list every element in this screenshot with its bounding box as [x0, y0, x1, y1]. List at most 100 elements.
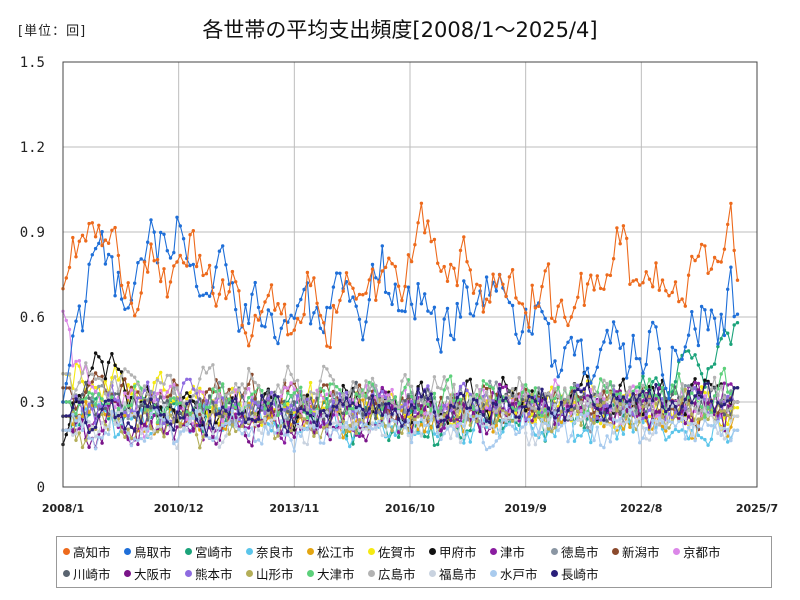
data-point: [234, 415, 238, 420]
data-point: [370, 427, 375, 431]
data-point: [247, 396, 251, 400]
data-point: [191, 427, 195, 431]
data-point: [357, 394, 362, 399]
data-point: [419, 201, 424, 205]
data-point: [305, 442, 310, 447]
data-point: [449, 374, 453, 378]
data-point: [481, 310, 485, 314]
data-point: [494, 402, 498, 407]
data-point: [553, 319, 557, 324]
data-point: [256, 438, 261, 442]
data-point: [338, 425, 342, 430]
data-point: [592, 403, 596, 407]
data-point: [504, 294, 508, 299]
data-point: [396, 417, 401, 421]
data-point: [211, 410, 215, 414]
data-point: [589, 394, 593, 399]
data-point: [237, 412, 241, 416]
data-point: [550, 385, 554, 389]
data-point: [328, 437, 332, 442]
data-point: [331, 303, 336, 308]
data-point: [185, 417, 189, 421]
data-point: [364, 439, 368, 443]
data-point: [602, 424, 606, 429]
data-point: [726, 331, 730, 335]
data-point: [471, 428, 476, 432]
data-point: [247, 403, 251, 408]
data-point: [322, 389, 326, 393]
data-point: [546, 427, 551, 431]
data-point: [605, 408, 609, 412]
data-point: [693, 438, 697, 443]
data-point: [595, 425, 599, 429]
series-鳥取市: [61, 215, 740, 404]
data-point: [559, 400, 564, 405]
data-point: [191, 262, 195, 267]
data-point: [302, 426, 306, 431]
data-point: [667, 407, 671, 411]
data-point: [305, 393, 310, 397]
data-point: [673, 405, 678, 409]
data-point: [77, 400, 82, 405]
data-point: [214, 442, 218, 446]
data-point: [67, 327, 72, 332]
data-point: [673, 424, 678, 428]
data-point: [80, 329, 85, 333]
data-point: [113, 415, 117, 420]
data-point: [497, 382, 502, 387]
data-point: [488, 425, 492, 430]
data-point: [126, 404, 130, 408]
data-point: [524, 409, 528, 413]
data-point: [400, 309, 404, 313]
data-point: [103, 262, 108, 266]
legend-item: 長崎市: [551, 564, 612, 583]
data-point: [693, 406, 697, 410]
data-point: [289, 410, 293, 415]
data-point: [729, 392, 733, 396]
data-point: [263, 411, 267, 416]
data-point: [159, 413, 163, 417]
data-point: [181, 237, 186, 241]
data-point: [344, 437, 349, 441]
data-point: [647, 408, 652, 412]
data-point: [677, 419, 681, 424]
data-point: [380, 402, 384, 406]
data-point: [709, 308, 714, 312]
data-point: [344, 411, 349, 415]
legend-label: 松江市: [317, 544, 355, 560]
data-point: [250, 444, 254, 448]
data-point: [126, 409, 130, 413]
data-point: [207, 436, 212, 440]
data-point: [726, 399, 730, 403]
data-point: [116, 389, 121, 393]
data-point: [198, 253, 202, 258]
data-point: [110, 255, 114, 259]
data-point: [129, 417, 134, 421]
data-point: [178, 416, 182, 420]
data-point: [484, 406, 489, 410]
data-point: [409, 409, 414, 413]
data-point: [631, 384, 635, 388]
data-point: [361, 424, 365, 428]
data-point: [74, 397, 78, 401]
data-point: [80, 445, 85, 450]
data-point: [302, 408, 306, 412]
data-point: [524, 387, 528, 392]
data-point: [201, 414, 205, 418]
data-point: [644, 362, 648, 367]
data-point: [657, 288, 661, 292]
data-point: [322, 364, 326, 369]
data-point: [247, 417, 251, 421]
data-point: [494, 284, 498, 288]
data-point: [654, 325, 658, 329]
data-point: [716, 411, 720, 415]
data-point: [546, 424, 551, 428]
data-point: [279, 436, 283, 440]
data-point: [530, 332, 534, 336]
data-point: [234, 388, 238, 392]
data-point: [282, 403, 287, 407]
data-point: [569, 335, 573, 340]
data-point: [237, 427, 241, 432]
data-point: [524, 393, 528, 397]
data-point: [364, 379, 368, 383]
